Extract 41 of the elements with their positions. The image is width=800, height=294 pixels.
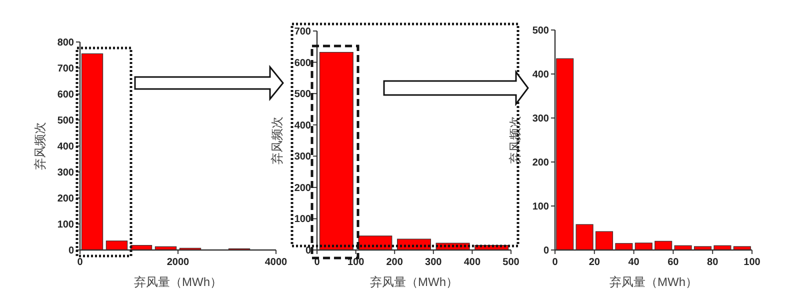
y-tick-label: 0 (68, 246, 74, 256)
y-tick-label: 200 (57, 194, 74, 204)
x-tick-label: 60 (668, 257, 680, 268)
y-tick-label: 300 (57, 168, 74, 178)
x-tick-label: 200 (386, 257, 404, 268)
y-tick-label: 400 (294, 120, 312, 132)
x-tick-label: 4000 (264, 257, 288, 268)
y-axis-title: 弃风频次 (270, 116, 284, 164)
x-tick-label: 80 (707, 257, 719, 268)
x-tick-label: 2000 (166, 257, 190, 268)
y-tick-label: 300 (294, 152, 312, 163)
y-tick-label: 700 (294, 26, 312, 38)
x-tick-label: 300 (425, 257, 442, 268)
x-tick-label: 100 (744, 257, 761, 268)
x-tick-label: 0 (552, 257, 558, 268)
y-tick-label: 800 (57, 38, 74, 48)
y-tick-label: 200 (294, 182, 312, 194)
y-tick-label: 200 (532, 158, 550, 168)
y-tick-label: 700 (57, 64, 74, 74)
x-tick-label: 400 (464, 257, 481, 268)
x-tick-label: 0 (77, 257, 84, 268)
y-tick-label: 100 (294, 214, 312, 226)
x-axis-title: 弃风量（MWh） (370, 275, 458, 289)
y-tick-label: 600 (57, 90, 74, 100)
y-axis-title: 弃风频次 (33, 122, 47, 170)
x-tick-label: 20 (588, 257, 600, 268)
y-tick-label: 400 (57, 142, 74, 152)
x-tick-label: 500 (502, 257, 520, 268)
y-tick-label: 500 (294, 89, 312, 100)
x-tick-label: 40 (628, 257, 640, 268)
y-tick-label: 100 (57, 220, 74, 230)
y-tick-label: 300 (532, 114, 550, 124)
y-tick-label: 0 (543, 246, 550, 256)
y-tick-label: 600 (294, 58, 312, 69)
x-axis-title: 弃风量（MWh） (134, 275, 222, 289)
y-tick-label: 500 (57, 116, 74, 126)
y-tick-label: 100 (532, 202, 550, 212)
y-tick-label: 500 (532, 26, 550, 36)
y-tick-label: 400 (532, 70, 550, 80)
x-axis-title: 弃风量（MWh） (610, 275, 698, 289)
y-tick-label: 0 (305, 246, 312, 256)
